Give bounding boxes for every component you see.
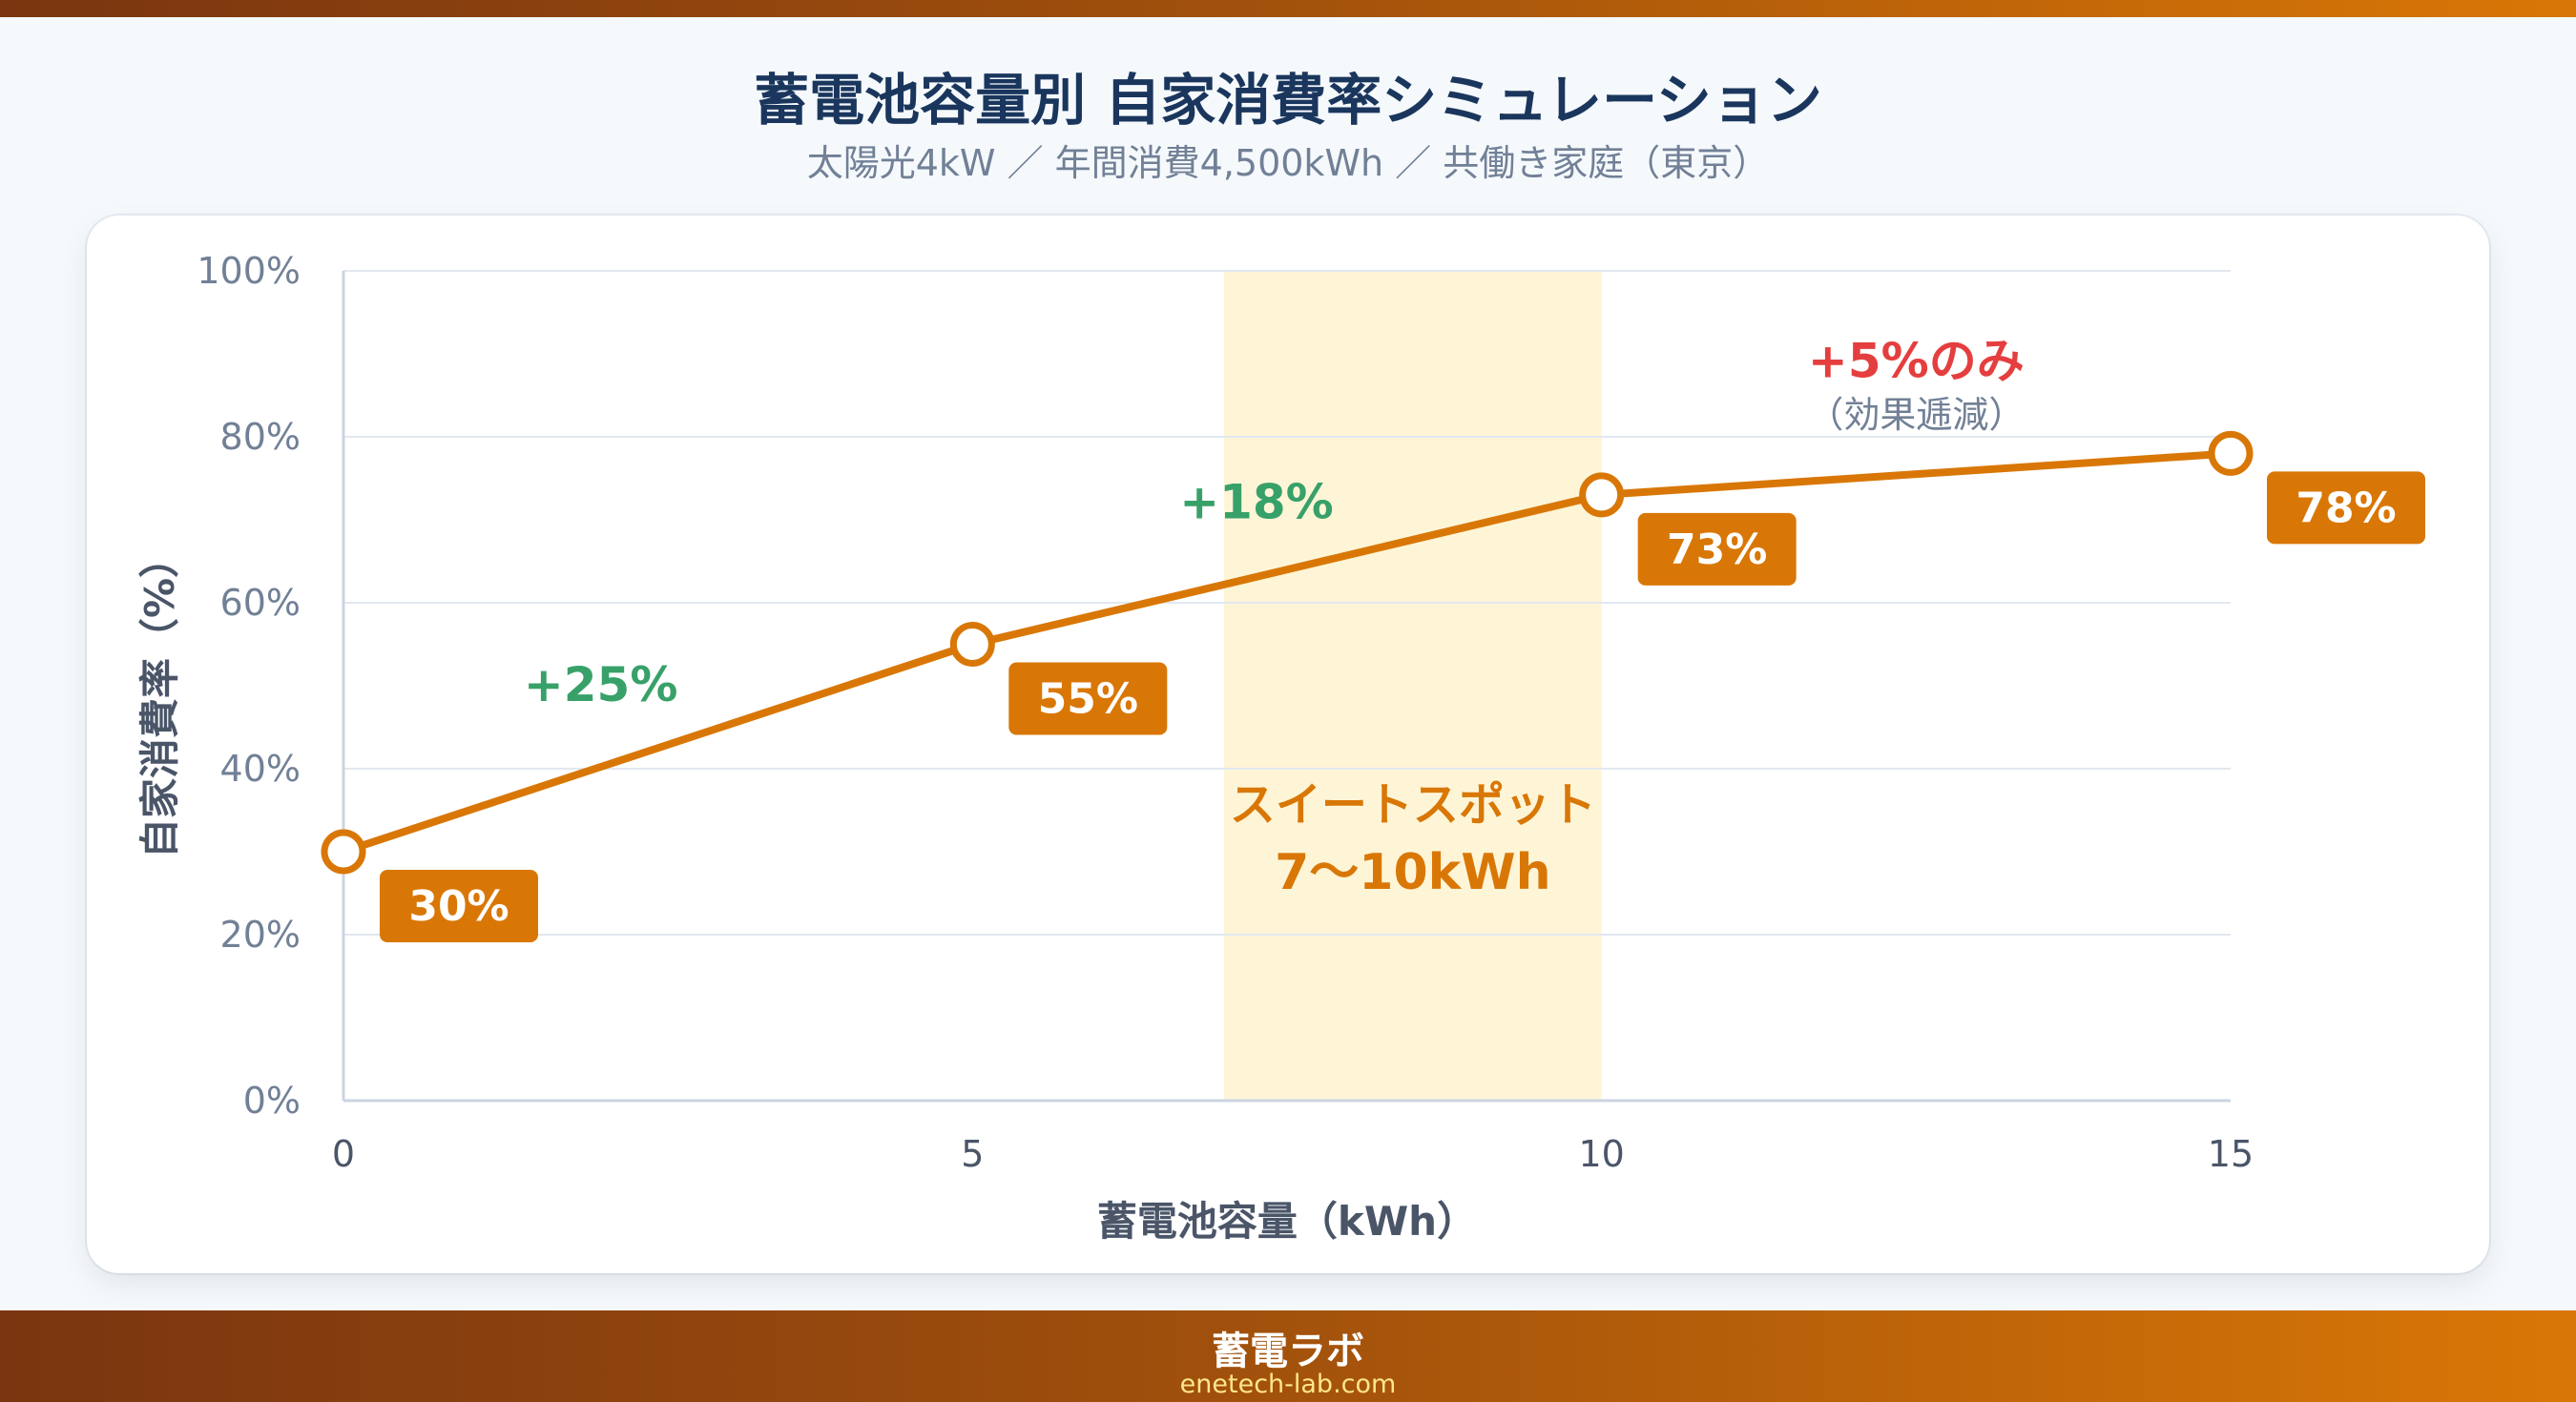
data-point: [2208, 430, 2254, 476]
data-label-box: [1637, 512, 1797, 586]
footer: 蓄電ラボ enetech-lab.com: [0, 1310, 2576, 1402]
top-accent-bar: [0, 0, 2576, 17]
y-tick-label: 40%: [220, 748, 301, 790]
data-label: 30%: [408, 882, 509, 931]
y-axis-label: 自家消費率（%）: [136, 538, 183, 858]
data-label: 78%: [2296, 484, 2396, 532]
data-label-box: [380, 870, 538, 942]
x-tick-label: 15: [2208, 1133, 2254, 1175]
footer-url: enetech-lab.com: [1179, 1370, 1397, 1399]
data-label: 73%: [1667, 526, 1767, 574]
series-line: [342, 449, 2232, 856]
annotation: +5%のみ: [1808, 334, 2025, 389]
data-label-box: [2267, 471, 2425, 545]
x-tick-label: 10: [1578, 1133, 1624, 1175]
y-tick-label: 60%: [220, 582, 301, 624]
y-tick-label: 0%: [243, 1080, 301, 1122]
data-point: [949, 622, 995, 667]
x-tick-label: 0: [332, 1133, 355, 1175]
footer-brand: 蓄電ラボ: [1212, 1330, 1364, 1373]
sweet-spot-label: スイートスポット: [1230, 778, 1596, 832]
annotation: +18%: [1179, 475, 1334, 530]
chart-subtitle: 太陽光4kW ／ 年間消費4,500kWh ／ 共働き家庭（東京）: [806, 142, 1770, 184]
data-point: [1579, 472, 1625, 518]
sweet-spot-range: 7〜10kWh: [1275, 844, 1551, 901]
data-point: [321, 829, 366, 875]
chart-title: 蓄電池容量別 自家消費率シミュレーション: [754, 68, 1822, 133]
y-tick-label: 20%: [220, 914, 301, 956]
y-tick-label: 80%: [220, 416, 301, 458]
annotation: （効果逓減）: [1807, 394, 2025, 436]
data-label: 55%: [1038, 675, 1138, 724]
data-label-box: [1008, 662, 1168, 735]
sweet-spot-band: [1224, 271, 1602, 1101]
x-tick-label: 5: [961, 1133, 984, 1175]
y-tick-label: 100%: [197, 250, 301, 292]
x-axis-label: 蓄電池容量（kWh）: [1097, 1198, 1477, 1245]
annotation: +25%: [524, 657, 678, 712]
